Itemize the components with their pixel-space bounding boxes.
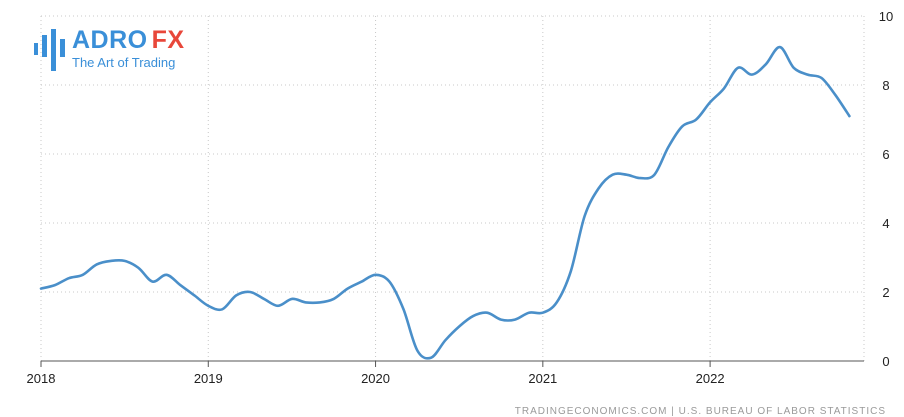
x-tick-labels: 2018 2019 2020 2021 2022 [27, 371, 725, 386]
x-axis [40, 360, 864, 367]
y-tick-label: 0 [882, 354, 889, 369]
adrofx-logo: ADRO FX The Art of Trading [33, 27, 185, 73]
x-tick-label: 2020 [361, 371, 390, 386]
brand-name-part1: ADRO [72, 26, 148, 54]
x-tick-label: 2021 [528, 371, 557, 386]
grid-lines [40, 15, 865, 361]
candlestick-logo-icon [34, 29, 65, 71]
brand-name-part2: FX [151, 26, 185, 54]
x-tick-label: 2022 [696, 371, 725, 386]
y-tick-label: 6 [882, 147, 889, 162]
y-tick-label: 4 [882, 216, 889, 231]
y-tick-label: 2 [882, 285, 889, 300]
series-line [39, 45, 851, 360]
brand-name: ADRO FX [72, 27, 185, 53]
y-tick-labels: 0 2 4 6 8 10 [879, 9, 893, 369]
brand-tagline: The Art of Trading [72, 55, 176, 70]
y-tick-label: 8 [882, 78, 889, 93]
x-tick-label: 2019 [194, 371, 223, 386]
source-credit: TRADINGECONOMICS.COM | U.S. BUREAU OF LA… [514, 406, 886, 417]
y-tick-label: 10 [879, 9, 893, 24]
x-tick-label: 2018 [27, 371, 56, 386]
